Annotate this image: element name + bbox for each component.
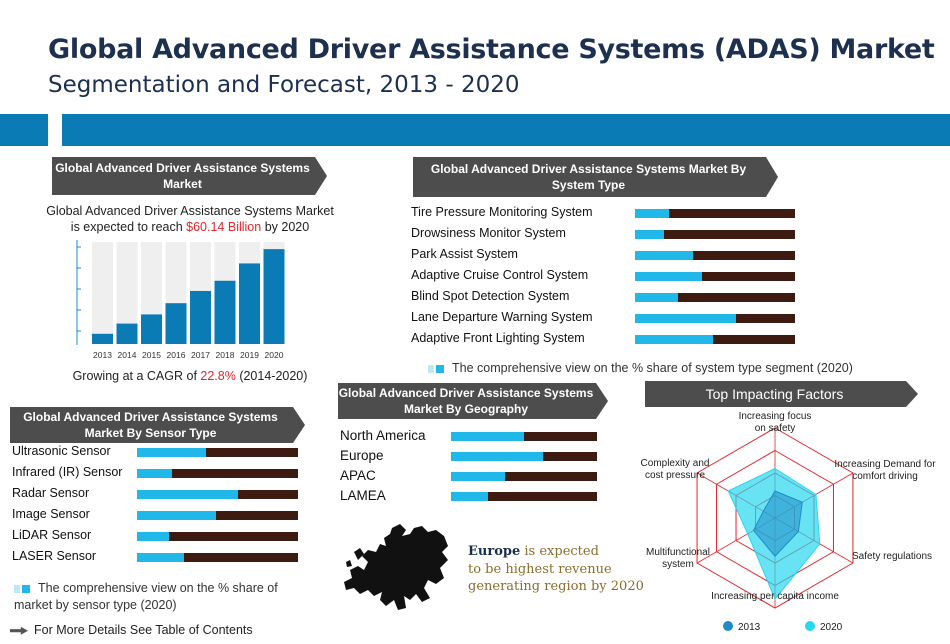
sensor-type-label: LiDAR Sensor [12,528,92,542]
bar-background [116,242,138,344]
sensor-type-bar [137,448,298,457]
title-band [62,114,950,146]
bar-2017 [190,290,211,344]
sensor-type-label: Infrared (IR) Sensor [12,465,123,479]
radar-axis-label: Multifunctional system [646,547,710,570]
radar-axis-label: Increasing Demand for comfort driving [834,459,936,482]
bar-2015 [141,314,162,344]
geography-bar-fill [451,492,488,501]
system-type-bar [635,335,795,344]
market-bar-chart: 2013 2014 2015 2016 2017 2018 2019 2020 [76,240,285,360]
system-type-legend: The comprehensive view on the % share of… [428,361,853,375]
sensor-type-bar [137,532,298,541]
geography-label: APAC [340,468,376,483]
bar-2020 [263,249,285,344]
x-tick-label: 2015 [142,350,161,360]
market-description: Global Advanced Driver Assistance System… [46,204,334,234]
sensor-type-bar-fill [137,553,184,562]
bar-2013 [92,333,113,344]
legend-swatch [723,621,733,631]
pointing-hand-icon [10,626,28,635]
x-tick-label: 2018 [216,350,235,360]
geography-bar [451,472,597,481]
radar-axis-label: Complexity and cost pressure [641,458,710,481]
footer-link[interactable]: For More Details See Table of Contents [10,623,253,637]
system-type-label: Adaptive Cruise Control System [411,268,589,282]
sensor-type-label: Radar Sensor [12,486,90,500]
geography-header: Global Advanced Driver Assistance System… [338,383,608,419]
title-band-left [0,114,48,146]
system-type-label: Drowsiness Monitor System [411,226,566,240]
geography-bar [451,492,597,501]
bar-2016 [165,303,187,344]
geography-label: LAMEA [340,488,386,503]
sensor-type-bar-fill [137,469,173,478]
sensor-type-bar [137,511,298,520]
legend-label: 2013 [738,622,761,633]
geography-label: Europe [340,448,384,463]
sensor-type-label: LASER Sensor [12,549,97,563]
legend-swatch [805,621,815,631]
sensor-type-bar [137,490,298,499]
system-type-bar-fill [635,293,679,302]
geography-bar-fill [451,432,524,441]
radar-chart: Increasing focus on safety Increasing Dema… [641,411,937,633]
system-type-bar [635,314,795,323]
sensor-type-bar-fill [137,511,216,520]
sensor-type-bar-fill [137,448,207,457]
bar-background [92,242,113,344]
sensor-type-label: Image Sensor [12,507,90,521]
page-title: Global Advanced Driver Assistance System… [48,34,935,65]
europe-callout: Europe is expected to be highest revenue… [468,544,644,594]
x-tick-label: 2013 [93,350,112,360]
x-tick-label: 2014 [118,350,137,360]
radar-series-2013 [752,490,803,558]
radar-axis-label: Increasing focus on safety [739,411,812,434]
bar-2014 [116,323,138,344]
legend-label: 2020 [820,622,843,633]
system-type-bar-fill [635,272,703,281]
system-type-label: Tire Pressure Monitoring System [411,205,593,219]
impacting-header: Top Impacting Factors [645,381,918,407]
sensor-type-legend: The comprehensive view on the % share of… [14,581,278,612]
system-type-bar-fill [635,209,669,218]
bar-2018 [214,280,236,344]
geography-bar [451,452,597,461]
market-header: Global Advanced Driver Assistance System… [52,157,327,195]
x-tick-label: 2017 [191,350,210,360]
sensor-type-bar [137,469,298,478]
radar-axis-label: Increasing per capita income [711,591,839,602]
x-tick-label: 2020 [265,350,284,360]
sensor-type-label: Ultrasonic Sensor [12,444,111,458]
sensor-type-bar-fill [137,532,170,541]
system-type-header: Global Advanced Driver Assistance System… [413,157,778,197]
europe-map-icon [344,524,448,610]
page-subtitle: Segmentation and Forecast, 2013 - 2020 [48,72,520,98]
system-type-bar [635,251,795,260]
system-type-bar-fill [635,314,736,323]
bar-2019 [239,263,260,344]
system-type-bar [635,293,795,302]
system-type-bar-fill [635,230,664,239]
sensor-type-bar [137,553,298,562]
x-tick-label: 2016 [167,350,186,360]
system-type-label: Adaptive Front Lighting System [411,331,585,345]
radar-axis-label: Safety regulations [852,551,932,562]
cagr-text: Growing at a CAGR of 22.8% (2014-2020) [72,369,308,383]
sensor-type-header: Global Advanced Driver Assistance System… [10,407,305,443]
system-type-label: Blind Spot Detection System [411,289,570,303]
geography-bar [451,432,597,441]
system-type-label: Lane Departure Warning System [411,310,593,324]
x-tick-label: 2019 [240,350,259,360]
geography-label: North America [340,428,426,443]
system-type-bar [635,272,795,281]
system-type-label: Park Assist System [411,247,518,261]
geography-bar-fill [451,472,506,481]
sensor-type-bar-fill [137,490,239,499]
system-type-bar [635,209,795,218]
system-type-bar [635,230,795,239]
geography-bar-fill [451,452,543,461]
system-type-bar-fill [635,335,714,344]
system-type-bar-fill [635,251,693,260]
